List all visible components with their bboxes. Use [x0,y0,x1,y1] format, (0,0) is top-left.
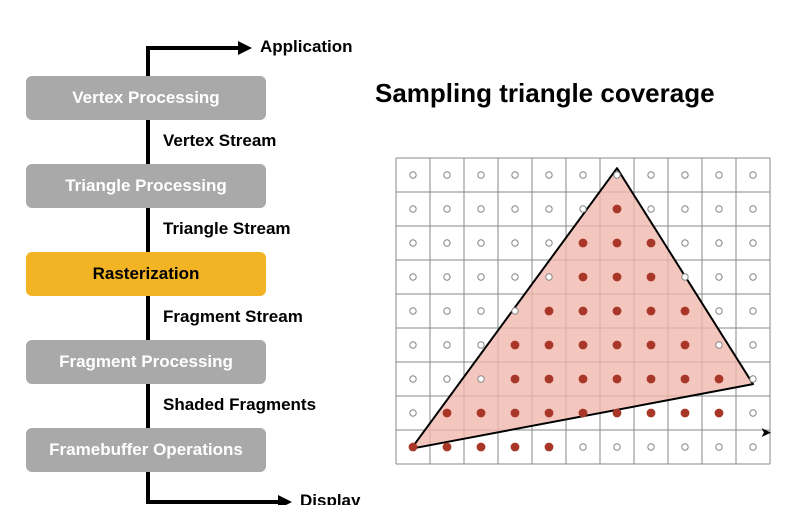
cursor-icon: ➤ [760,424,772,441]
pipeline-top-branch [146,46,238,50]
label-shaded-fragments: Shaded Fragments [163,395,316,415]
label-display: Display [300,491,360,505]
label-triangle-stream: Triangle Stream [163,219,291,239]
stage-vertex-processing: Vertex Processing [26,76,266,120]
label-vertex-stream: Vertex Stream [163,131,276,151]
arrow-display-icon [278,495,292,505]
sampling-grid [395,157,771,470]
stage-label: Vertex Processing [72,88,219,108]
canvas: Application Vertex Processing Vertex Str… [0,0,807,505]
label-fragment-stream: Fragment Stream [163,307,303,327]
label-application: Application [260,37,353,57]
stage-framebuffer-operations: Framebuffer Operations [26,428,266,472]
stage-triangle-processing: Triangle Processing [26,164,266,208]
sampling-grid-svg [395,157,771,465]
pipeline-bottom-branch [146,500,278,504]
stage-label: Fragment Processing [59,352,233,372]
stage-label: Rasterization [93,264,200,284]
title-sampling-coverage: Sampling triangle coverage [375,78,715,109]
stage-rasterization: Rasterization [26,252,266,296]
stage-label: Triangle Processing [65,176,227,196]
arrow-application-icon [238,41,252,55]
stage-label: Framebuffer Operations [49,440,243,460]
stage-fragment-processing: Fragment Processing [26,340,266,384]
